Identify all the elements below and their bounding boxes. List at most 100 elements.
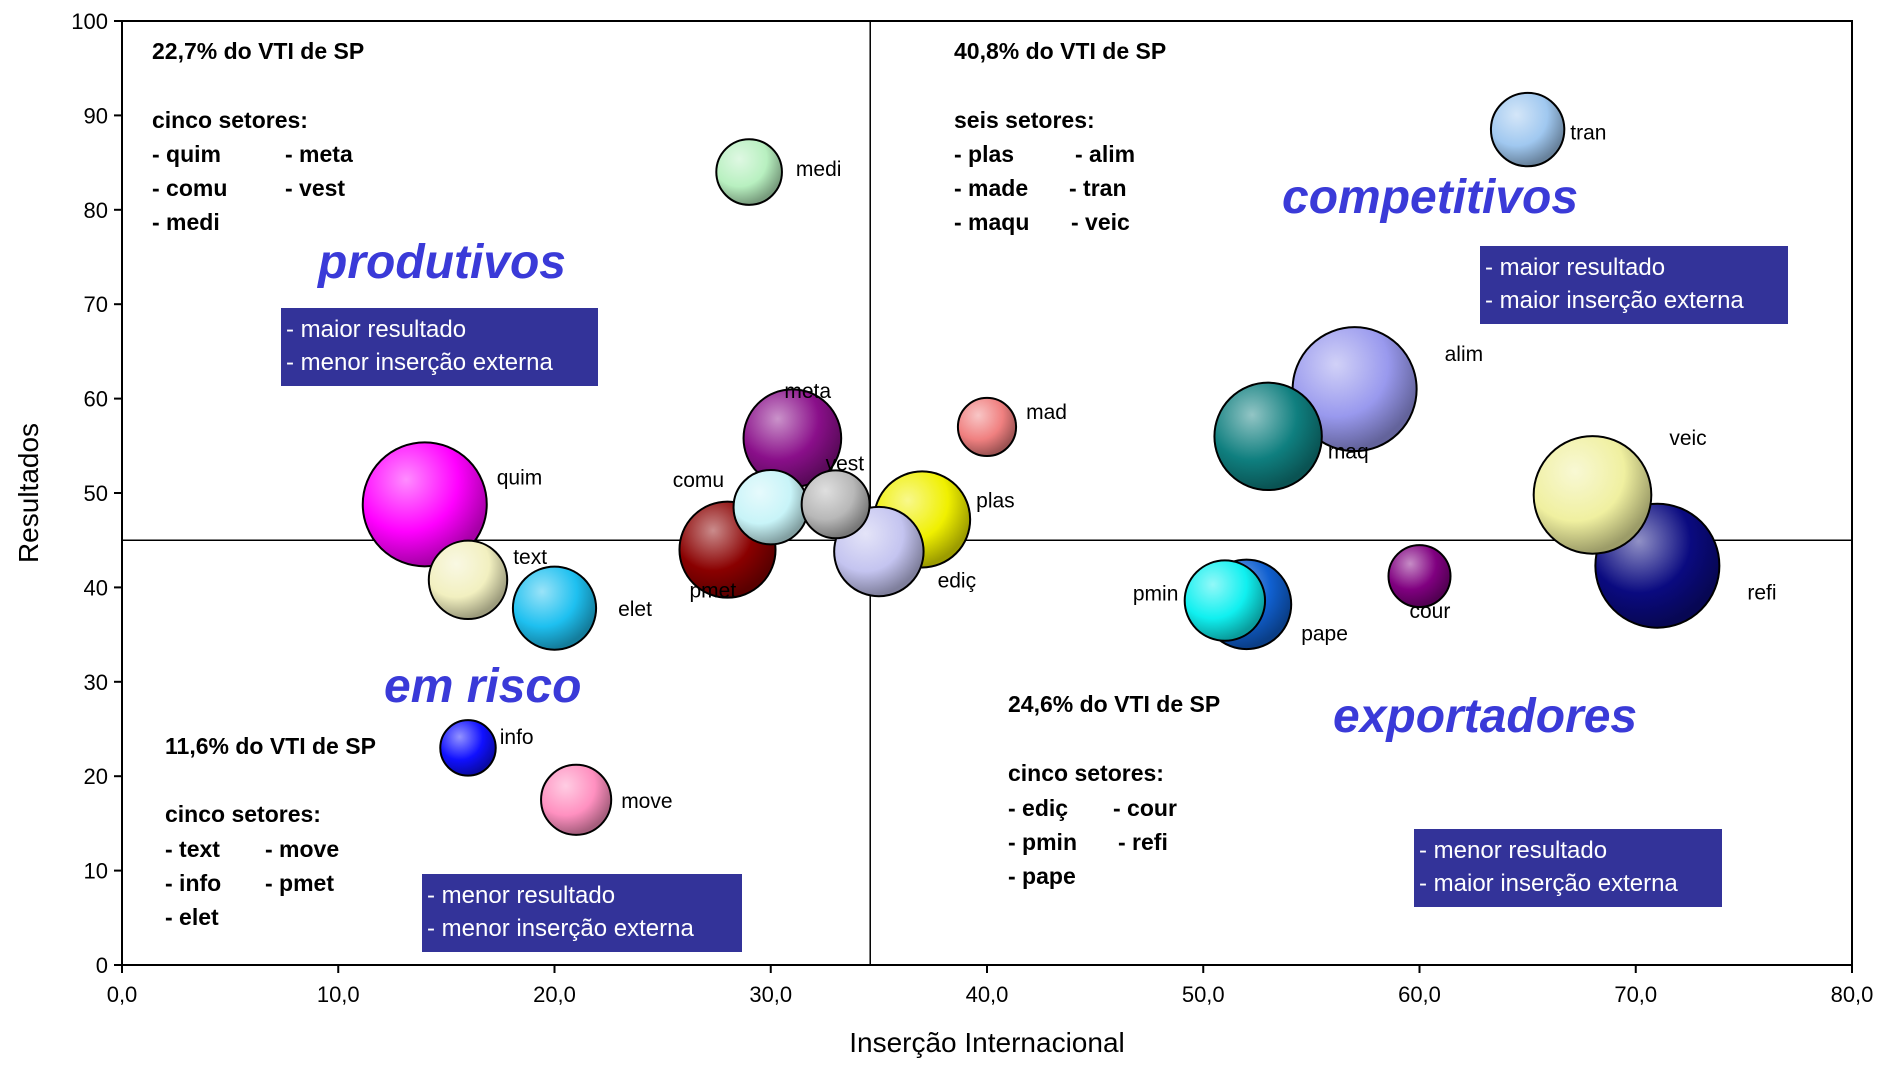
quadrant-tl-box xyxy=(281,308,598,386)
bubble-quim xyxy=(361,441,488,568)
bubble-label-mad: mad xyxy=(1026,401,1067,424)
quadrant-tl-box-line: - menor inserção externa xyxy=(286,349,553,376)
quadrant-br-sector: - pmin xyxy=(1008,829,1077,855)
x-tick-label: 30,0 xyxy=(749,982,792,1007)
quadrant-tr-sector: - made xyxy=(954,175,1028,201)
bubble-label-plas: plas xyxy=(976,489,1015,512)
bubble-label-ediç: ediç xyxy=(938,570,977,593)
bubble-cour xyxy=(1387,544,1452,609)
x-tick-label: 60,0 xyxy=(1398,982,1441,1007)
bubble-labels-layer: quim text elet info move medi meta comu pmet vest… xyxy=(497,122,1777,813)
bubble-label-comu: comu xyxy=(673,469,724,492)
x-tick-label: 50,0 xyxy=(1182,982,1225,1007)
quadrant-br-sector: - cour xyxy=(1113,795,1177,821)
y-tick-label: 30 xyxy=(84,670,108,695)
quadrant-br-box xyxy=(1414,829,1722,907)
x-tick-label: 40,0 xyxy=(966,982,1009,1007)
quadrant-tr-share: 40,8% do VTI de SP xyxy=(954,38,1166,64)
quadrant-tr-sector: - alim xyxy=(1075,141,1135,167)
bubble-label-veic: veic xyxy=(1669,427,1706,450)
quadrant-br-sector: - pape xyxy=(1008,863,1076,889)
quadrant-tl-sector: - meta xyxy=(285,141,353,167)
bubble-label-quim: quim xyxy=(497,466,543,489)
quadrant-bl-box xyxy=(422,874,742,952)
bubble-move xyxy=(540,763,613,836)
y-axis-title: Resultados xyxy=(13,423,44,563)
quadrant-bl-sectors-title: cinco setores: xyxy=(165,801,321,827)
bubble-label-move: move xyxy=(621,790,672,813)
y-tick-label: 100 xyxy=(71,9,108,34)
quadrant-br-label: exportadores xyxy=(1333,690,1637,743)
quadrant-bl-box-line: - menor inserção externa xyxy=(427,915,694,942)
bubble-label-tran: tran xyxy=(1570,122,1606,145)
bubble-label-pmin: pmin xyxy=(1133,583,1179,606)
quadrant-tl-sector: - comu xyxy=(152,175,227,201)
quadrant-tl-sectors-title: cinco setores: xyxy=(152,107,308,133)
y-tick-label: 20 xyxy=(84,764,108,789)
quadrant-br-sectors-title: cinco setores: xyxy=(1008,760,1164,786)
bubble-label-alim: alim xyxy=(1445,343,1484,366)
quadrant-tr-sector: - maqu xyxy=(954,209,1029,235)
y-tick-label: 70 xyxy=(84,292,108,317)
bubble-tran xyxy=(1489,91,1566,168)
x-tick-label: 20,0 xyxy=(533,982,576,1007)
x-axis-ticks: 0,0 10,0 20,0 30,0 40,0 50,0 60,0 70,0 80,0 xyxy=(107,965,1873,1007)
quadrant-tr-label: competitivos xyxy=(1282,171,1578,224)
quadrant-bl-sector: - text xyxy=(165,836,220,862)
quadrant-bl-label: em risco xyxy=(384,660,581,713)
bubble-label-elet: elet xyxy=(618,598,652,621)
x-tick-label: 10,0 xyxy=(317,982,360,1007)
quadrant-bl-sector: - info xyxy=(165,870,221,896)
quadrant-tl-sector: - medi xyxy=(152,209,220,235)
quadrant-br-box-line: - menor resultado xyxy=(1419,837,1607,864)
bubble-mad xyxy=(956,396,1018,458)
quadrant-tr-sectors-title: seis setores: xyxy=(954,107,1095,133)
bubble-comu xyxy=(732,468,809,546)
quadrant-tr-sector: - plas xyxy=(954,141,1014,167)
y-tick-label: 80 xyxy=(84,198,108,223)
quadrant-tl-label: produtivos xyxy=(316,236,566,289)
quadrant-tr-box xyxy=(1480,246,1788,324)
quadrant-tr-box-line: - maior inserção externa xyxy=(1485,287,1744,314)
quadrant-tl-share: 22,7% do VTI de SP xyxy=(152,38,364,64)
quadrant-br-sector: - refi xyxy=(1118,829,1168,855)
bubble-info xyxy=(439,719,497,777)
bubble-label-refi: refi xyxy=(1747,582,1776,605)
quadrant-tr-box-line: - maior resultado xyxy=(1485,254,1665,281)
x-axis-title: Inserção Internacional xyxy=(849,1027,1125,1058)
quadrant-br-box-line: - maior inserção externa xyxy=(1419,870,1678,897)
bubble-pmin xyxy=(1183,559,1267,642)
quadrant-bl-box-line: - menor resultado xyxy=(427,882,615,909)
bubble-label-maq: maq xyxy=(1328,440,1369,463)
y-tick-label: 40 xyxy=(84,575,108,600)
quadrant-tl-box-line: - maior resultado xyxy=(286,316,466,343)
quadrant-bl-sector: - move xyxy=(265,836,339,862)
bubble-label-pmet: pmet xyxy=(690,580,737,603)
quadrant-br-share: 24,6% do VTI de SP xyxy=(1008,691,1220,717)
quadrant-tr-sector: - veic xyxy=(1071,209,1130,235)
bubbles-layer xyxy=(361,91,1721,836)
bubble-label-pape: pape xyxy=(1301,622,1348,645)
quadrant-br-sector: - ediç xyxy=(1008,795,1068,821)
bubble-maq xyxy=(1213,381,1323,492)
bubble-label-medi: medi xyxy=(796,158,842,181)
bubble-label-meta: meta xyxy=(784,380,831,403)
y-tick-label: 50 xyxy=(84,481,108,506)
quadrant-tr-sector: - tran xyxy=(1069,175,1127,201)
y-tick-label: 60 xyxy=(84,387,108,412)
bubble-veic xyxy=(1532,435,1653,555)
x-tick-label: 70,0 xyxy=(1614,982,1657,1007)
y-tick-label: 90 xyxy=(84,103,108,128)
bubble-label-text: text xyxy=(513,546,547,569)
x-tick-label: 0,0 xyxy=(107,982,138,1007)
quadrant-bl-sector: - elet xyxy=(165,904,219,930)
bubble-medi xyxy=(715,138,783,206)
y-axis-ticks: 0 10 20 30 40 50 60 70 80 90 100 xyxy=(71,9,122,978)
y-tick-label: 0 xyxy=(96,953,108,978)
bubble-vest xyxy=(800,469,871,540)
bubble-label-vest: vest xyxy=(826,452,865,475)
bubble-label-info: info xyxy=(500,726,534,749)
quadrant-tl-sector: - vest xyxy=(285,175,345,201)
quadrant-bl-sector: - pmet xyxy=(265,870,334,896)
